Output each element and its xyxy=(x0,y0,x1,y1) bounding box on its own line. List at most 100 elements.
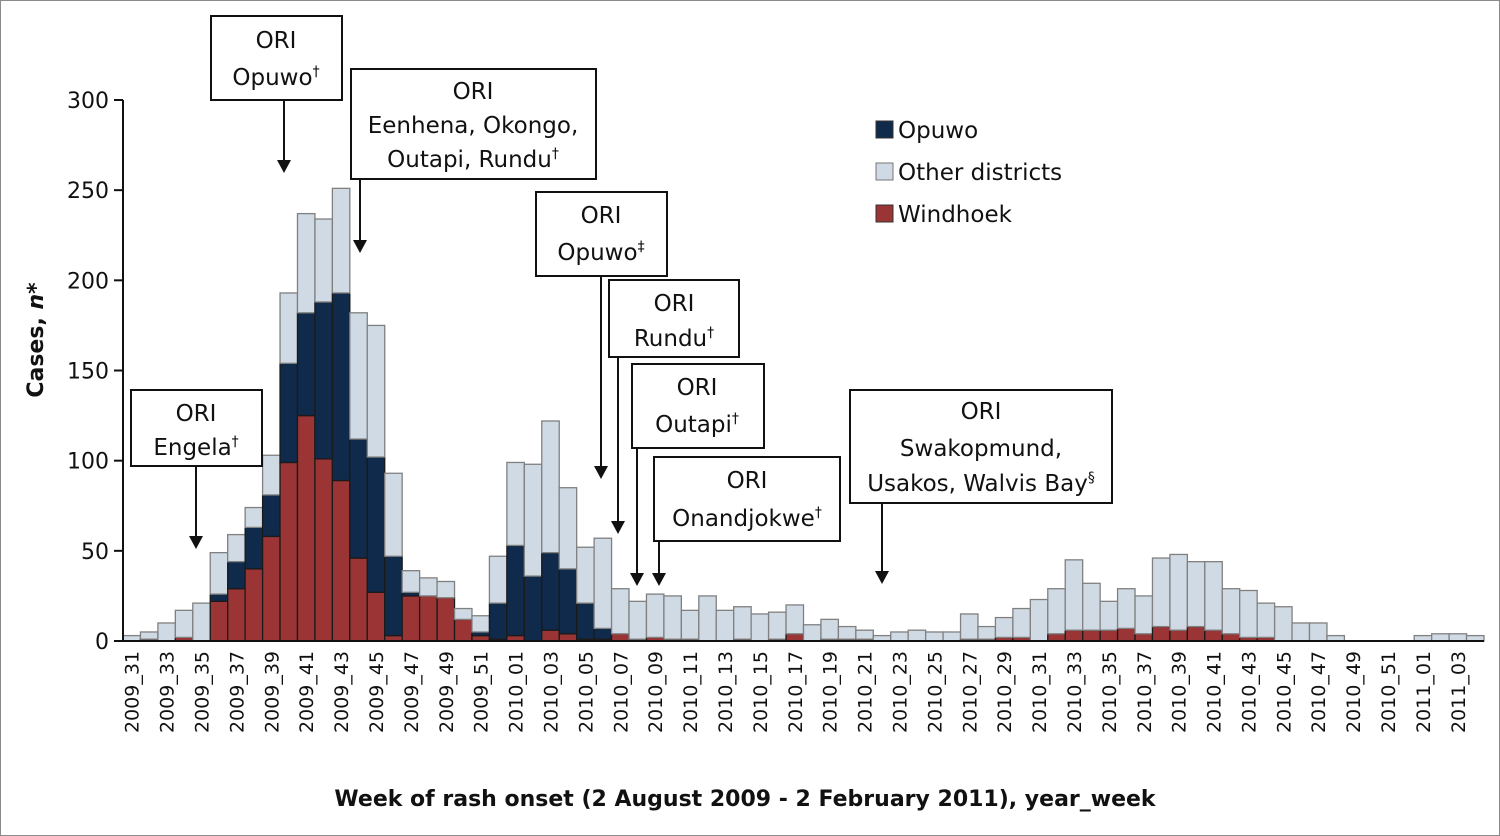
x-tick-label: 2010_01 xyxy=(506,651,528,733)
bar-other-districts-2010_32 xyxy=(1047,588,1066,635)
annotation-title: ORI xyxy=(256,28,297,54)
annotation-box xyxy=(631,363,765,449)
bar-other-districts-2010_29 xyxy=(994,616,1014,639)
x-tick-label: 2009_39 xyxy=(261,651,283,733)
bar-other-districts-2010_41 xyxy=(1204,561,1223,631)
x-tick-label: 2011_01 xyxy=(1413,651,1435,733)
bar-other-districts-2010_40 xyxy=(1186,561,1206,628)
x-tick-label: 2010_37 xyxy=(1134,651,1156,733)
bar-opuwo-2010_04 xyxy=(558,568,578,635)
annotation-title: ORI xyxy=(727,468,768,494)
legend-item-other-districts: Other districts xyxy=(875,160,1062,186)
x-tick-label: 2009_33 xyxy=(157,651,179,733)
annotation-onandjokwe: ORI Onandjokwe† xyxy=(652,456,841,586)
bar-windhoek-2010_35 xyxy=(1099,629,1119,642)
bar-other-districts-2010_30 xyxy=(1012,607,1031,639)
x-tick-label: 2009_31 xyxy=(122,651,144,733)
legend-item-opuwo: Opuwo xyxy=(875,118,978,144)
annotation-eenhena-okongo-outapi-rundu: ORI Eenhena, Okongo, Outapi, Rundu† xyxy=(350,68,597,253)
legend-swatch-opuwo xyxy=(875,120,894,139)
bar-other-districts-2009_51 xyxy=(471,615,491,633)
x-tick-label: 2010_35 xyxy=(1099,651,1121,733)
bar-other-districts-2010_13 xyxy=(715,609,735,642)
annotation-location: Opuwo‡ xyxy=(557,239,644,266)
x-tick-label: 2010_41 xyxy=(1204,651,1226,733)
bar-windhoek-2010_32 xyxy=(1047,633,1066,642)
bar-other-districts-2010_46 xyxy=(1291,622,1311,642)
bar-windhoek-2010_36 xyxy=(1116,627,1136,642)
bar-windhoek-2010_07 xyxy=(610,633,630,642)
annotation-title: ORI xyxy=(677,375,718,401)
bar-opuwo-2009_39 xyxy=(261,494,281,538)
bar-opuwo-2009_41 xyxy=(296,312,316,417)
bar-other-districts-2009_50 xyxy=(453,607,473,621)
annotation-title: ORI xyxy=(961,399,1002,425)
x-tick-label: 2010_19 xyxy=(820,651,842,733)
bar-other-districts-2010_34 xyxy=(1082,582,1101,631)
annotation-location: Onandjokwe† xyxy=(672,505,822,532)
bar-windhoek-2009_50 xyxy=(453,618,473,642)
bar-opuwo-2009_45 xyxy=(366,456,386,593)
legend-label-opuwo: Opuwo xyxy=(898,118,978,144)
arrow-down-icon xyxy=(652,573,666,586)
bar-other-districts-2010_43 xyxy=(1239,589,1258,639)
bar-other-districts-2010_15 xyxy=(750,613,770,642)
bar-windhoek-2009_42 xyxy=(314,458,334,642)
x-tick-label: 2009_43 xyxy=(331,651,353,733)
bar-other-districts-2010_31 xyxy=(1029,598,1049,642)
bar-windhoek-2009_39 xyxy=(261,535,281,642)
bar-windhoek-2009_37 xyxy=(227,588,246,642)
y-tick-label: 300 xyxy=(67,89,109,114)
bar-other-districts-2010_19 xyxy=(820,618,840,640)
x-tick-label: 2009_37 xyxy=(226,651,248,733)
bar-other-districts-2011_03 xyxy=(1448,633,1468,642)
x-tick-label: 2010_33 xyxy=(1064,651,1086,733)
bar-windhoek-2010_41 xyxy=(1204,629,1223,642)
x-tick-label: 2009_47 xyxy=(401,651,423,733)
arrow-down-icon xyxy=(189,536,203,549)
legend: Opuwo Other districts Windhoek xyxy=(875,118,1062,228)
x-tick-label: 2010_09 xyxy=(645,651,667,733)
bar-opuwo-2009_38 xyxy=(244,526,264,570)
bar-opuwo-2010_02 xyxy=(523,575,543,642)
y-tick-label: 150 xyxy=(67,360,109,385)
bar-other-districts-2010_23 xyxy=(890,631,909,642)
bar-other-districts-2010_36 xyxy=(1116,588,1136,630)
bar-other-districts-2009_33 xyxy=(157,622,176,642)
x-tick-label: 2010_11 xyxy=(680,651,702,733)
bar-other-districts-2010_09 xyxy=(645,593,665,639)
bar-windhoek-2010_42 xyxy=(1221,633,1241,642)
x-tick-label: 2010_05 xyxy=(575,651,597,733)
bar-other-districts-2009_37 xyxy=(227,533,246,563)
bar-other-districts-2010_03 xyxy=(541,420,560,554)
bar-other-districts-2010_24 xyxy=(907,629,927,642)
x-tick-label: 2010_39 xyxy=(1169,651,1191,733)
bar-other-districts-2010_45 xyxy=(1273,606,1293,642)
annotation-location: Engela† xyxy=(153,434,238,461)
bar-opuwo-2010_05 xyxy=(576,602,595,640)
bar-windhoek-2009_38 xyxy=(244,568,264,642)
bar-other-districts-2010_28 xyxy=(977,625,997,640)
bar-other-districts-2010_11 xyxy=(680,609,700,640)
x-tick-label: 2010_17 xyxy=(785,651,807,733)
bar-other-districts-2010_47 xyxy=(1308,622,1328,642)
annotation-title: ORI xyxy=(654,291,695,317)
arrow-down-icon xyxy=(875,571,889,584)
bar-other-districts-2010_08 xyxy=(628,600,648,640)
x-tick-label: 2010_51 xyxy=(1378,651,1400,733)
x-tick-label: 2009_35 xyxy=(192,651,214,733)
bar-opuwo-2010_03 xyxy=(541,551,560,631)
annotations: ORI Engela† ORI Opuwo† ORI Eenhena, Okon… xyxy=(130,15,1113,586)
bar-other-districts-2010_06 xyxy=(593,537,613,630)
bar-windhoek-2010_37 xyxy=(1134,633,1154,642)
y-tick-label: 50 xyxy=(81,540,109,565)
annotation-location-line2: Usakos, Walvis Bay§ xyxy=(867,470,1095,497)
bar-windhoek-2010_34 xyxy=(1082,629,1101,642)
x-tick-label: 2009_51 xyxy=(471,651,493,733)
bar-other-districts-2010_27 xyxy=(959,613,979,640)
bar-windhoek-2010_04 xyxy=(558,633,578,642)
x-tick-label: 2010_31 xyxy=(1029,651,1051,733)
bar-opuwo-2009_42 xyxy=(314,301,334,460)
x-tick-label: 2009_49 xyxy=(436,651,458,733)
bar-opuwo-2009_40 xyxy=(279,362,299,464)
